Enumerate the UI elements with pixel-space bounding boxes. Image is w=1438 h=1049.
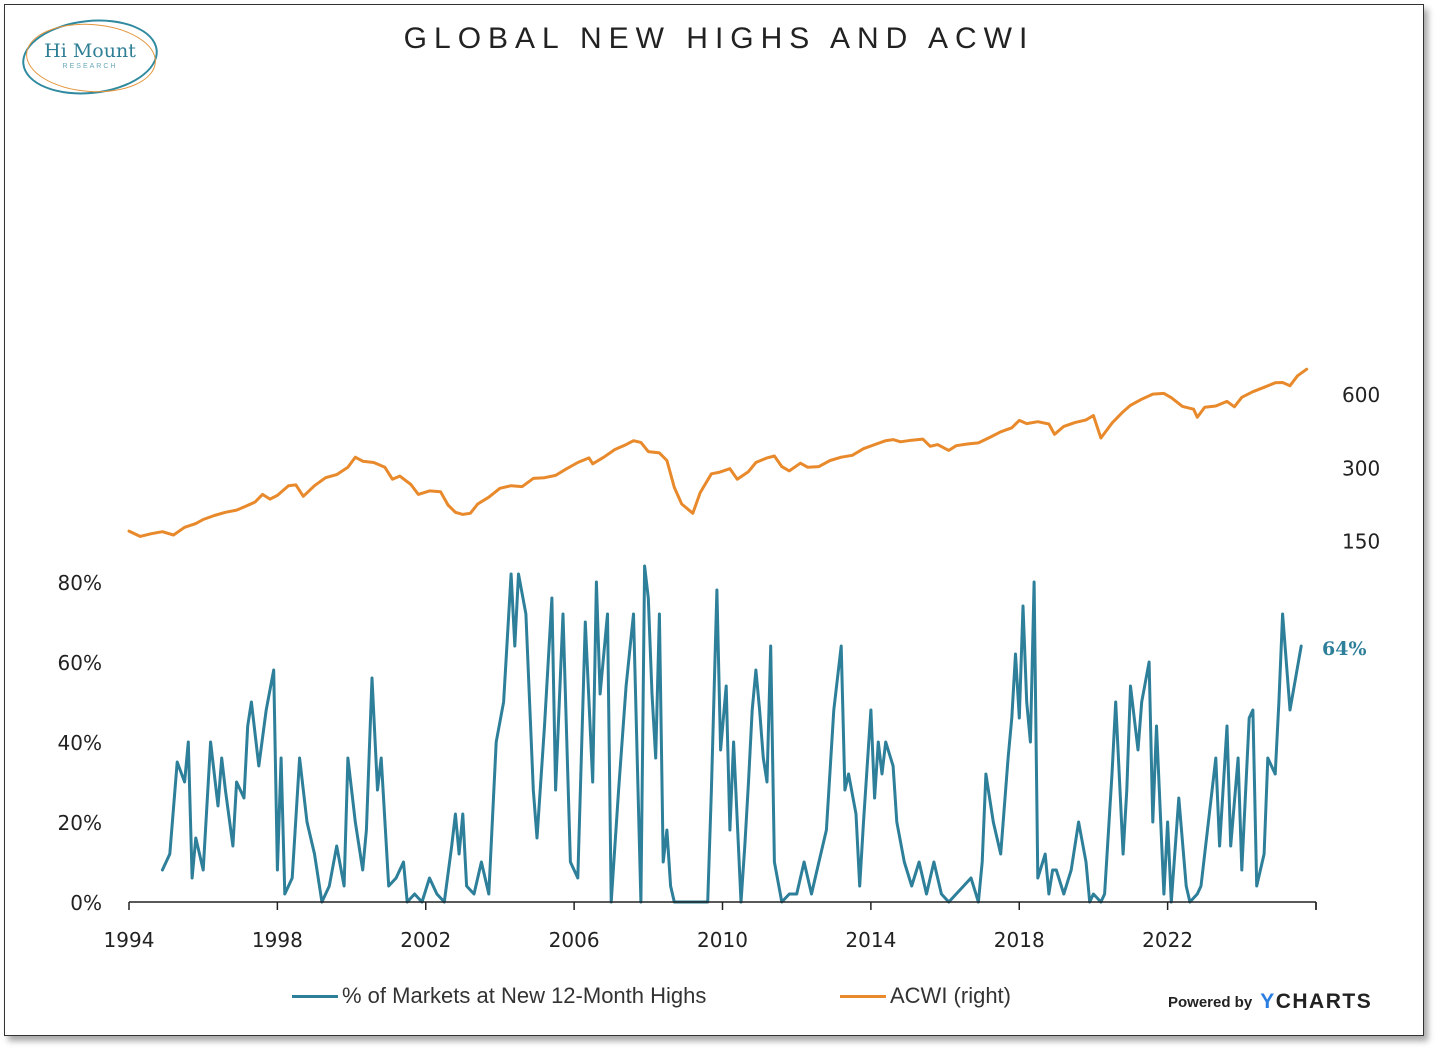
x-axis: 1994 1998 2002 2006 2010 2014 2018 2022 <box>104 901 1317 952</box>
y-left-tick-label: 80% <box>58 571 102 595</box>
right-axis-ticks: 150 300 600 <box>1342 383 1380 553</box>
ycharts-logo-rest: CHARTS <box>1275 990 1373 1013</box>
y-left-tick-label: 0% <box>70 891 102 915</box>
x-tick-label: 2022 <box>1142 928 1193 952</box>
ycharts-logo-y: Y <box>1260 990 1276 1013</box>
chart-title: GLOBAL NEW HIGHS AND ACWI <box>403 22 1035 55</box>
hi-mount-logo: Hi Mount RESEARCH <box>18 13 162 101</box>
x-tick-label: 2018 <box>994 928 1045 952</box>
last-value-label: 64% <box>1322 638 1367 660</box>
ycharts-logo: YCHARTS <box>1260 990 1372 1014</box>
y-left-tick-label: 40% <box>58 731 102 755</box>
legend-item-acwi[interactable]: ACWI (right) <box>840 983 1011 1009</box>
x-tick-label: 1998 <box>252 928 303 952</box>
y-left-tick-label: 20% <box>58 811 102 835</box>
y-right-tick-label: 150 <box>1342 529 1380 553</box>
chart-legend: % of Markets at New 12-Month Highs ACWI … <box>0 983 1438 1013</box>
legend-item-breadth[interactable]: % of Markets at New 12-Month Highs <box>292 983 706 1009</box>
x-tick-label: 2010 <box>697 928 748 952</box>
x-tick-label: 2002 <box>400 928 451 952</box>
chart-frame <box>4 4 1424 1036</box>
x-tick-label: 2014 <box>845 928 896 952</box>
y-left-tick-label: 60% <box>58 651 102 675</box>
x-tick-label: 1994 <box>104 928 155 952</box>
powered-by-label: Powered by <box>1168 993 1253 1011</box>
legend-acwi-label: ACWI (right) <box>890 983 1011 1008</box>
legend-breadth-label: % of Markets at New 12-Month Highs <box>342 983 707 1008</box>
legend-breadth-swatch <box>292 994 338 998</box>
left-axis-ticks: 0% 20% 40% 60% 80% <box>58 571 102 915</box>
new-highs-line <box>160 564 1303 904</box>
last-value-label-group: 64% <box>1322 638 1367 660</box>
logo-name: Hi Mount <box>44 40 136 62</box>
y-right-tick-label: 600 <box>1342 383 1380 407</box>
logo-subtitle: RESEARCH <box>62 63 118 70</box>
breadth-series <box>160 564 1303 904</box>
powered-by-ycharts: Powered by YCHARTS <box>1168 990 1372 1014</box>
acwi-line <box>127 367 1309 538</box>
legend-acwi-swatch <box>840 994 886 998</box>
x-tick-label: 2006 <box>549 928 600 952</box>
acwi-series <box>127 367 1309 538</box>
y-right-tick-label: 300 <box>1342 456 1380 480</box>
